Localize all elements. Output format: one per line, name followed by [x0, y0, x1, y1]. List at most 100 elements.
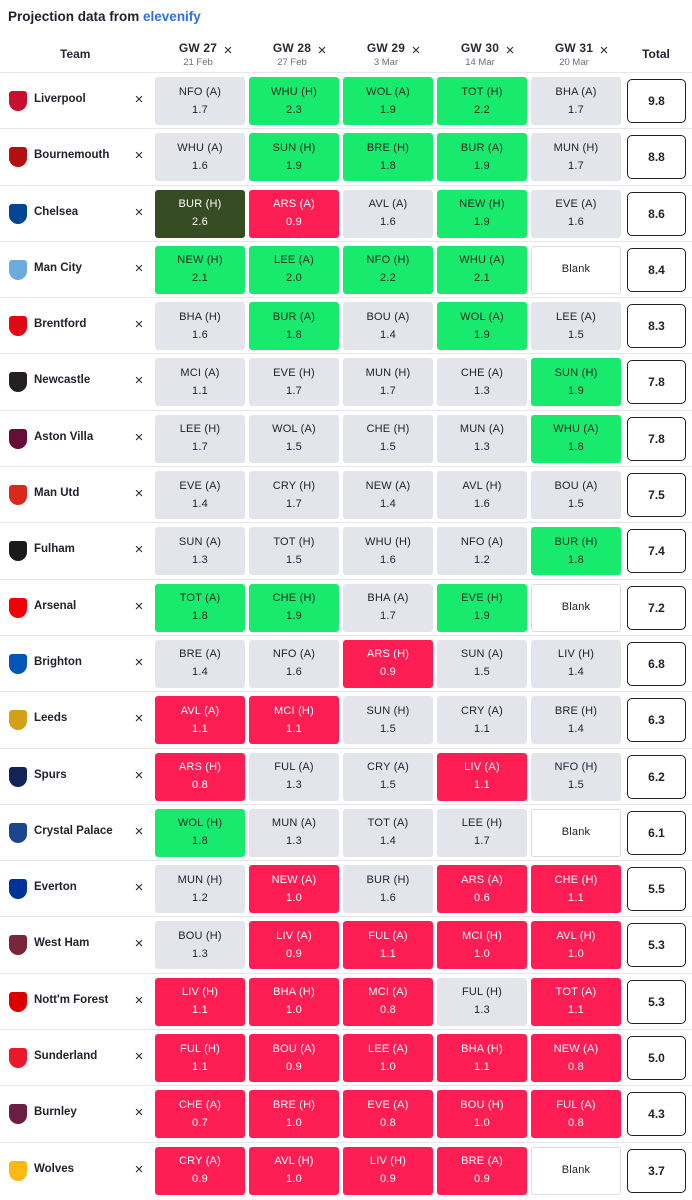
fixture-cell[interactable]: BHA (A) 1.7	[343, 583, 433, 632]
fixture-cell[interactable]: MCI (A) 1.1	[155, 358, 245, 407]
fixture-cell[interactable]: BOU (H) 1.3	[155, 921, 245, 970]
fixture-cell[interactable]: WHU (H) 1.6	[343, 527, 433, 576]
fixture-cell[interactable]: AVL (H) 1.0	[531, 921, 621, 970]
fixture-cell[interactable]: WHU (H) 2.3	[249, 77, 339, 125]
fixture-cell[interactable]: TOT (H) 1.5	[249, 527, 339, 576]
fixture-cell[interactable]: LEE (H) 1.7	[437, 808, 527, 857]
fixture-cell[interactable]: TOT (A) 1.4	[343, 808, 433, 857]
fixture-cell[interactable]: NFO (A) 1.7	[155, 77, 245, 125]
fixture-cell[interactable]: BRE (A) 0.9	[437, 1146, 527, 1195]
fixture-cell[interactable]: BOU (H) 1.0	[437, 1090, 527, 1139]
fixture-cell[interactable]: FUL (A) 1.1	[343, 921, 433, 970]
fixture-cell[interactable]: TOT (A) 1.8	[155, 583, 245, 632]
fixture-cell[interactable]: BOU (A) 1.4	[343, 302, 433, 351]
fixture-cell[interactable]: AVL (A) 1.1	[155, 696, 245, 745]
fixture-cell[interactable]: WOL (A) 1.9	[343, 77, 433, 125]
fixture-cell[interactable]: BHA (H) 1.0	[249, 977, 339, 1026]
fixture-cell[interactable]: Blank	[531, 245, 621, 294]
fixture-cell[interactable]: LIV (H) 0.9	[343, 1146, 433, 1195]
fixture-cell[interactable]: LIV (A) 1.1	[437, 752, 527, 801]
fixture-cell[interactable]: NEW (H) 2.1	[155, 245, 245, 294]
fixture-cell[interactable]: MCI (H) 1.0	[437, 921, 527, 970]
fixture-cell[interactable]: NFO (A) 1.2	[437, 527, 527, 576]
fixture-cell[interactable]: BHA (H) 1.6	[155, 302, 245, 351]
fixture-cell[interactable]: SUN (A) 1.3	[155, 527, 245, 576]
remove-gameweek-icon[interactable]: ×	[505, 42, 515, 59]
fixture-cell[interactable]: BRE (A) 1.4	[155, 639, 245, 688]
fixture-cell[interactable]: Blank	[531, 583, 621, 632]
fixture-cell[interactable]: MCI (A) 0.8	[343, 977, 433, 1026]
remove-team-icon[interactable]: ×	[134, 203, 144, 221]
remove-team-icon[interactable]: ×	[134, 1160, 144, 1178]
fixture-cell[interactable]: WHU (A) 2.1	[437, 245, 527, 294]
remove-team-icon[interactable]: ×	[134, 147, 144, 165]
fixture-cell[interactable]: WHU (A) 1.6	[155, 133, 245, 182]
fixture-cell[interactable]: EVE (H) 1.9	[437, 583, 527, 632]
fixture-cell[interactable]: BOU (A) 1.5	[531, 471, 621, 520]
fixture-cell[interactable]: BUR (A) 1.9	[437, 133, 527, 182]
fixture-cell[interactable]: NEW (A) 1.0	[249, 865, 339, 914]
fixture-cell[interactable]: CHE (H) 1.9	[249, 583, 339, 632]
fixture-cell[interactable]: WOL (A) 1.9	[437, 302, 527, 351]
fixture-cell[interactable]: ARS (H) 0.9	[343, 639, 433, 688]
brand-link[interactable]: elevenify	[143, 9, 201, 24]
fixture-cell[interactable]: CRY (H) 1.7	[249, 471, 339, 520]
remove-team-icon[interactable]: ×	[134, 91, 144, 108]
fixture-cell[interactable]: BHA (H) 1.1	[437, 1034, 527, 1083]
fixture-cell[interactable]: SUN (H) 1.9	[531, 358, 621, 407]
fixture-cell[interactable]: MUN (H) 1.7	[531, 133, 621, 182]
fixture-cell[interactable]: CRY (A) 0.9	[155, 1146, 245, 1195]
fixture-cell[interactable]: LEE (A) 1.0	[343, 1034, 433, 1083]
fixture-cell[interactable]: NFO (H) 2.2	[343, 245, 433, 294]
fixture-cell[interactable]: FUL (A) 1.3	[249, 752, 339, 801]
fixture-cell[interactable]: MUN (H) 1.7	[343, 358, 433, 407]
fixture-cell[interactable]: ARS (H) 0.8	[155, 752, 245, 801]
fixture-cell[interactable]: BUR (A) 1.8	[249, 302, 339, 351]
remove-team-icon[interactable]: ×	[134, 259, 144, 277]
fixture-cell[interactable]: LIV (A) 0.9	[249, 921, 339, 970]
fixture-cell[interactable]: NEW (A) 0.8	[531, 1034, 621, 1083]
remove-team-icon[interactable]: ×	[134, 316, 144, 334]
fixture-cell[interactable]: MUN (H) 1.2	[155, 865, 245, 914]
remove-team-icon[interactable]: ×	[134, 766, 144, 784]
fixture-cell[interactable]: NFO (A) 1.6	[249, 639, 339, 688]
fixture-cell[interactable]: LIV (H) 1.1	[155, 977, 245, 1026]
fixture-cell[interactable]: EVE (A) 1.6	[531, 189, 621, 238]
remove-team-icon[interactable]: ×	[134, 879, 144, 897]
fixture-cell[interactable]: FUL (H) 1.3	[437, 977, 527, 1026]
remove-team-icon[interactable]: ×	[134, 1048, 144, 1066]
remove-team-icon[interactable]: ×	[134, 372, 144, 390]
remove-gameweek-icon[interactable]: ×	[223, 42, 233, 59]
fixture-cell[interactable]: CRY (A) 1.5	[343, 752, 433, 801]
fixture-cell[interactable]: MUN (A) 1.3	[437, 414, 527, 463]
fixture-cell[interactable]: WOL (H) 1.8	[155, 808, 245, 857]
fixture-cell[interactable]: MUN (A) 1.3	[249, 808, 339, 857]
fixture-cell[interactable]: NFO (H) 1.5	[531, 752, 621, 801]
fixture-cell[interactable]: TOT (H) 2.2	[437, 77, 527, 125]
fixture-cell[interactable]: BUR (H) 1.8	[531, 527, 621, 576]
fixture-cell[interactable]: BRE (H) 1.8	[343, 133, 433, 182]
fixture-cell[interactable]: BRE (H) 1.0	[249, 1090, 339, 1139]
fixture-cell[interactable]: EVE (A) 1.4	[155, 471, 245, 520]
remove-gameweek-icon[interactable]: ×	[599, 42, 609, 59]
fixture-cell[interactable]: BUR (H) 2.6	[155, 189, 245, 238]
remove-team-icon[interactable]: ×	[134, 428, 144, 446]
fixture-cell[interactable]: SUN (H) 1.5	[343, 696, 433, 745]
fixture-cell[interactable]: AVL (H) 1.0	[249, 1146, 339, 1195]
remove-team-icon[interactable]: ×	[134, 597, 144, 615]
fixture-cell[interactable]: BHA (A) 1.7	[531, 77, 621, 125]
fixture-cell[interactable]: LEE (H) 1.7	[155, 414, 245, 463]
fixture-cell[interactable]: FUL (H) 1.1	[155, 1034, 245, 1083]
fixture-cell[interactable]: BUR (H) 1.6	[343, 865, 433, 914]
fixture-cell[interactable]: EVE (A) 0.8	[343, 1090, 433, 1139]
fixture-cell[interactable]: NEW (A) 1.4	[343, 471, 433, 520]
fixture-cell[interactable]: ARS (A) 0.9	[249, 189, 339, 238]
remove-team-icon[interactable]: ×	[134, 935, 144, 953]
remove-team-icon[interactable]: ×	[134, 822, 144, 840]
remove-team-icon[interactable]: ×	[134, 710, 144, 728]
fixture-cell[interactable]: SUN (A) 1.5	[437, 639, 527, 688]
fixture-cell[interactable]: CHE (H) 1.1	[531, 865, 621, 914]
fixture-cell[interactable]: BRE (H) 1.4	[531, 696, 621, 745]
fixture-cell[interactable]: BOU (A) 0.9	[249, 1034, 339, 1083]
fixture-cell[interactable]: CHE (H) 1.5	[343, 414, 433, 463]
